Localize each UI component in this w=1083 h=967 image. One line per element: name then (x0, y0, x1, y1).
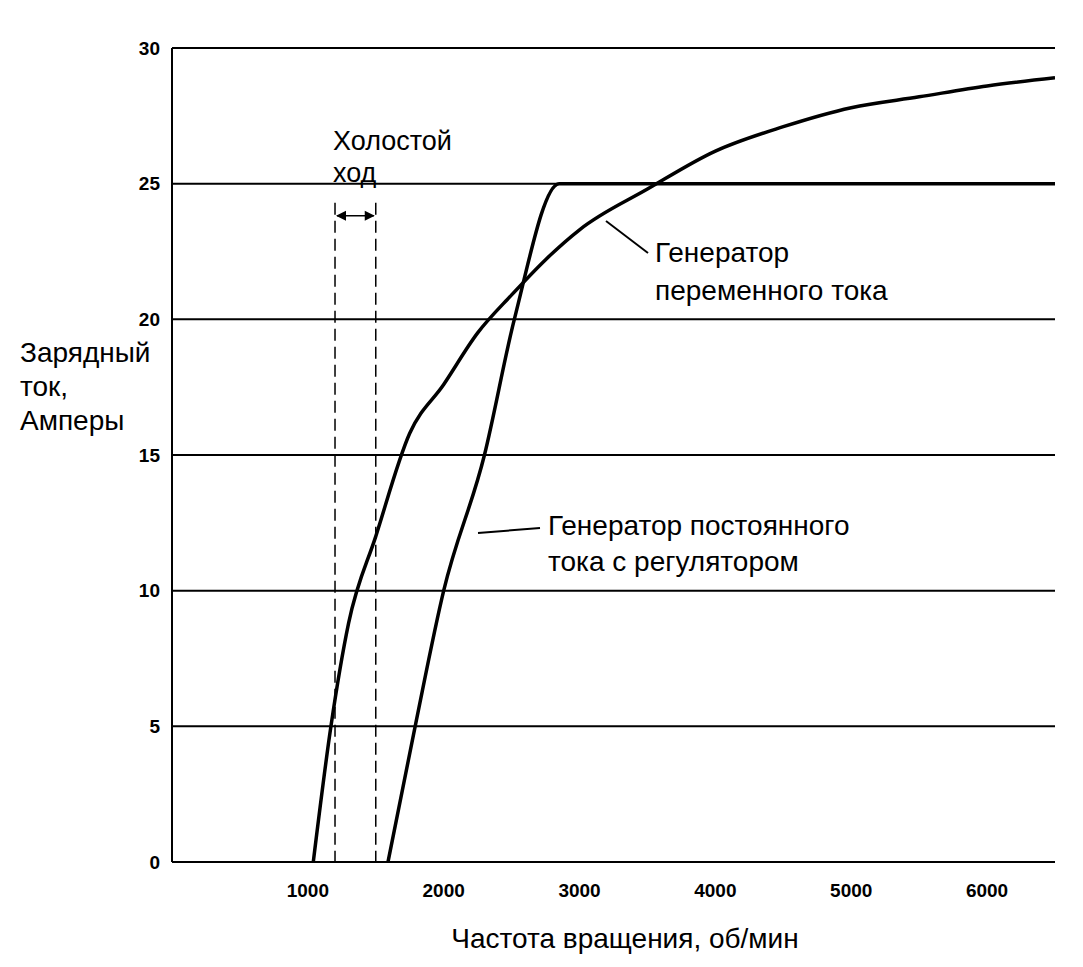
svg-text:тока с регулятором: тока с регулятором (548, 546, 799, 577)
svg-text:Зарядный: Зарядный (20, 337, 150, 368)
svg-text:15: 15 (139, 445, 161, 466)
svg-text:переменного тока: переменного тока (655, 275, 888, 306)
svg-text:Амперы: Амперы (20, 405, 124, 436)
svg-text:6000: 6000 (966, 880, 1008, 901)
svg-text:ток,: ток, (20, 371, 68, 402)
svg-text:25: 25 (139, 173, 161, 194)
svg-text:2000: 2000 (423, 880, 465, 901)
svg-text:10: 10 (139, 580, 160, 601)
svg-text:30: 30 (139, 38, 160, 59)
svg-text:20: 20 (139, 309, 160, 330)
svg-text:ход: ход (333, 158, 377, 188)
svg-text:Холостой: Холостой (333, 126, 452, 156)
svg-text:3000: 3000 (558, 880, 600, 901)
svg-text:0: 0 (149, 852, 160, 873)
svg-text:Генератор постоянного: Генератор постоянного (548, 510, 850, 541)
svg-text:4000: 4000 (694, 880, 736, 901)
svg-text:5: 5 (149, 716, 160, 737)
svg-text:1000: 1000 (287, 880, 329, 901)
svg-text:5000: 5000 (830, 880, 872, 901)
svg-text:Частота вращения, об/мин: Частота вращения, об/мин (451, 923, 798, 954)
svg-text:Генератор: Генератор (655, 237, 789, 268)
